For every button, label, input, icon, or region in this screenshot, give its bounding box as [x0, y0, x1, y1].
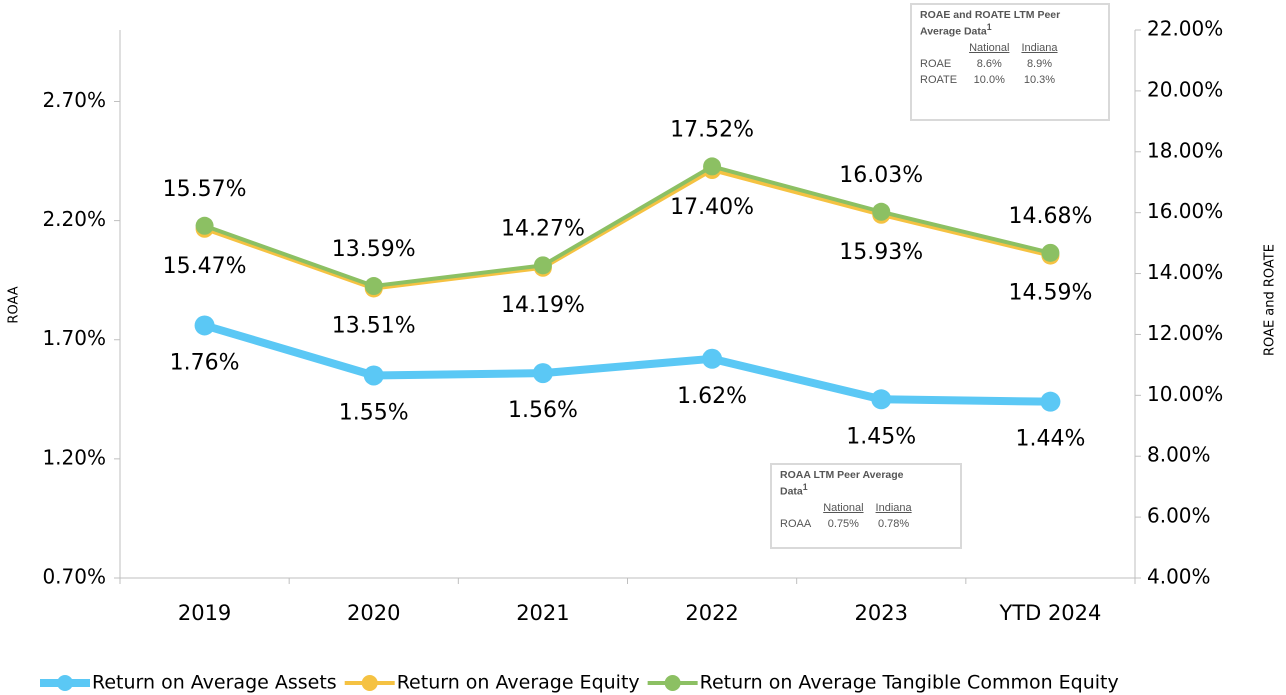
- inset-column-header: National: [969, 41, 1010, 54]
- y2-tick-label: 16.00%: [1147, 199, 1223, 223]
- inset-0: ROAE and ROATE LTM Peer Average Data1 Na…: [910, 3, 1110, 121]
- y2-tick-label: 4.00%: [1147, 565, 1211, 589]
- data-label: 1.55%: [339, 400, 409, 425]
- y2-tick-label: 10.00%: [1147, 382, 1223, 406]
- inset-table: National Indiana ROAA 0.75% 0.78%: [780, 500, 918, 532]
- y2-tick-label: 14.00%: [1147, 260, 1223, 284]
- inset-cell: 8.9%: [1026, 57, 1053, 70]
- x-tick-label: YTD 2024: [998, 601, 1101, 625]
- y-axis-label: ROAA: [7, 286, 22, 323]
- data-point: [872, 202, 891, 221]
- inset-column-header: National: [823, 501, 864, 514]
- footnote: 1: [802, 482, 808, 492]
- y-tick-label: 0.70%: [42, 565, 106, 589]
- inset-cell: 10.3%: [1023, 73, 1056, 86]
- y2-tick-label: 20.00%: [1147, 77, 1223, 101]
- legend-label: Return on Average Assets: [92, 672, 337, 694]
- data-label: 1.56%: [508, 398, 578, 423]
- data-label: 1.76%: [170, 350, 240, 375]
- inset-cell: ROATE: [920, 73, 958, 86]
- inset-title: ROAE and ROATE LTM Peer Average Data: [920, 9, 1061, 38]
- data-label: 13.59%: [332, 237, 416, 262]
- legend-marker: [664, 675, 681, 691]
- series-line: [203, 321, 1051, 406]
- inset-1: ROAA LTM Peer Average Data1 National Indi…: [770, 463, 962, 549]
- inset-row: ROAE 8.6% 8.9%: [920, 56, 1064, 72]
- y-tick-label: 2.70%: [42, 88, 106, 112]
- data-label: 16.03%: [839, 163, 923, 188]
- inset-cell: ROAE: [920, 57, 952, 70]
- y-tick-label: 1.20%: [42, 445, 106, 469]
- data-point: [1040, 391, 1061, 412]
- data-label: 1.62%: [677, 384, 747, 409]
- data-point: [363, 365, 384, 386]
- inset-cell: 8.6%: [976, 57, 1002, 70]
- legend-label: Return on Average Equity: [397, 672, 640, 694]
- x-tick-label: 2023: [855, 601, 908, 625]
- data-label: 14.59%: [1008, 281, 1092, 306]
- data-point: [364, 277, 383, 296]
- data-point: [871, 389, 892, 410]
- y2-tick-label: 18.00%: [1147, 138, 1223, 162]
- x-tick-label: 2021: [516, 601, 569, 625]
- inset-title: ROAA LTM Peer Average Data: [780, 469, 904, 498]
- inset-table: National Indiana ROAE 8.6% 8.9% ROATE 10.0% 10.…: [920, 40, 1064, 88]
- data-point: [533, 256, 552, 275]
- data-label: 15.93%: [839, 240, 923, 265]
- legend-marker: [361, 675, 378, 691]
- data-label: 1.44%: [1015, 427, 1085, 452]
- inset-row: ROAA 0.75% 0.78%: [780, 516, 918, 532]
- data-label: 14.19%: [501, 293, 585, 318]
- inset-cell: [780, 500, 817, 516]
- y2-tick-label: 6.00%: [1147, 504, 1211, 528]
- data-label: 15.57%: [163, 177, 247, 202]
- inset-header-row: National Indiana: [780, 500, 918, 516]
- legend-marker: [57, 675, 73, 691]
- data-point: [703, 157, 722, 176]
- data-label: 15.47%: [163, 254, 247, 279]
- inset-cell: [920, 40, 963, 56]
- y2-axis-label: ROAE and ROATE: [1263, 244, 1278, 356]
- data-label: 17.52%: [670, 117, 754, 142]
- data-label: 14.27%: [501, 216, 585, 241]
- x-tick-label: 2019: [178, 601, 231, 625]
- y2-tick-label: 12.00%: [1147, 321, 1223, 345]
- x-tick-label: 2022: [685, 601, 738, 625]
- data-label: 13.51%: [332, 313, 416, 338]
- data-label: 17.40%: [670, 195, 754, 220]
- data-label: 14.68%: [1008, 204, 1092, 229]
- data-point: [195, 216, 214, 235]
- y2-tick-label: 8.00%: [1147, 443, 1211, 467]
- series-line: [203, 164, 1051, 289]
- y2-tick-label: 22.00%: [1147, 17, 1223, 41]
- legend-label: Return on Average Tangible Common Equity: [700, 672, 1119, 694]
- data-point: [532, 363, 553, 384]
- data-point: [702, 348, 723, 369]
- inset-column-header: Indiana: [1021, 41, 1058, 54]
- inset-header-row: National Indiana: [920, 40, 1064, 56]
- x-tick-label: 2020: [347, 601, 400, 625]
- data-label: 1.45%: [846, 424, 916, 449]
- inset-cell: 10.0%: [973, 73, 1005, 86]
- data-point: [194, 315, 215, 336]
- y-tick-label: 2.20%: [42, 207, 106, 231]
- data-point: [1041, 243, 1060, 262]
- inset-cell: 0.78%: [877, 517, 910, 530]
- inset-column-header: Indiana: [875, 501, 912, 514]
- footnote: 1: [986, 22, 992, 32]
- y-tick-label: 1.70%: [42, 326, 106, 350]
- inset-cell: 0.75%: [827, 517, 859, 530]
- inset-cell: ROAA: [780, 517, 812, 530]
- series-line: [203, 168, 1051, 291]
- inset-row: ROATE 10.0% 10.3%: [920, 72, 1064, 88]
